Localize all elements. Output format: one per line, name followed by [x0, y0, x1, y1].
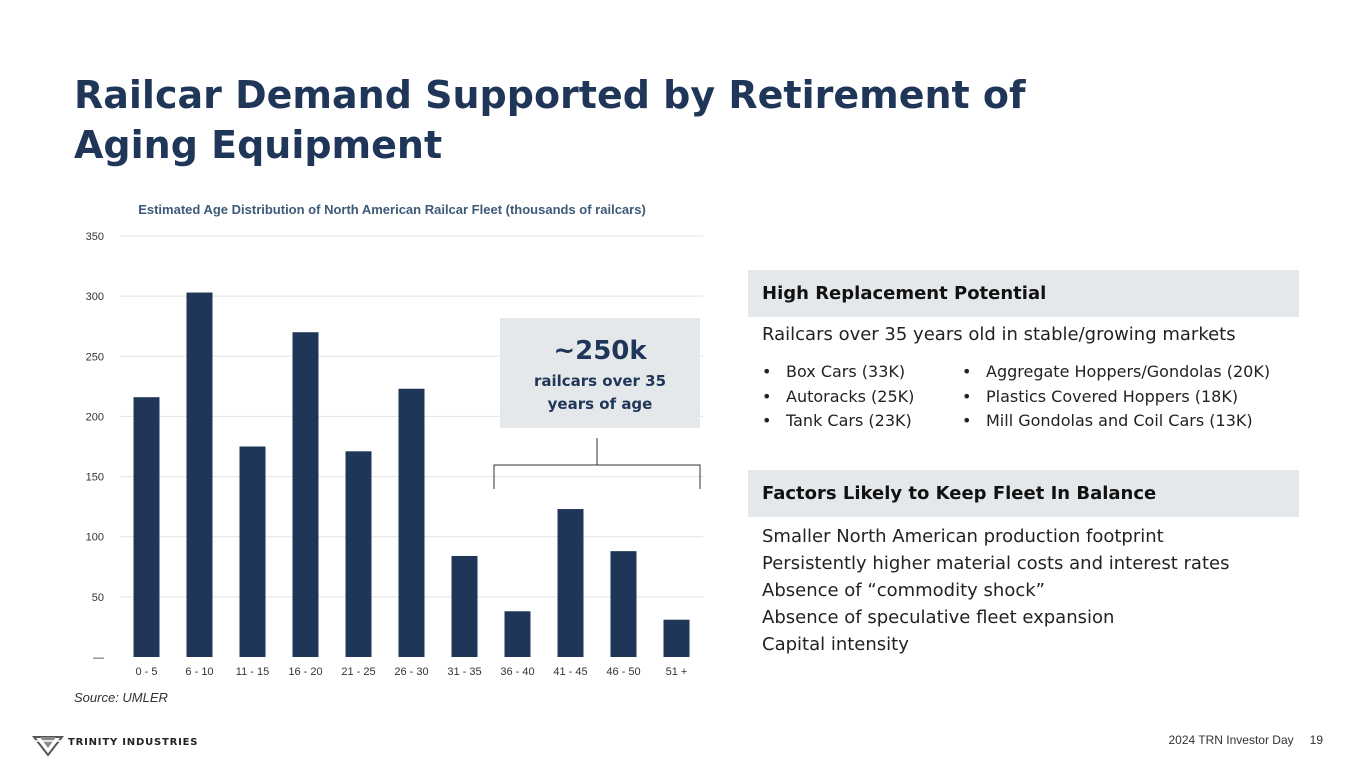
- trinity-logo-icon: [32, 736, 64, 757]
- list-item: Box Cars (33K): [762, 360, 914, 385]
- y-tick-label: 100: [86, 532, 104, 544]
- x-tick-label: 46 - 50: [606, 666, 640, 678]
- footer: 2024 TRN Investor Day 19: [1168, 733, 1323, 747]
- bar: [398, 388, 425, 657]
- chart-title: Estimated Age Distribution of North Amer…: [138, 202, 646, 217]
- bar: [186, 292, 213, 657]
- footer-event: 2024 TRN Investor Day: [1168, 733, 1294, 747]
- x-tick-label: 41 - 45: [553, 666, 587, 678]
- y-tick-label: 350: [86, 231, 104, 243]
- bar: [451, 555, 478, 657]
- y-tick-label: 150: [86, 472, 104, 484]
- list-item: Autoracks (25K): [762, 385, 914, 410]
- x-tick-label: 16 - 20: [288, 666, 322, 678]
- callout-label: railcars over 35 years of age: [500, 370, 700, 416]
- y-axis-ticks: — 50 100 150 200 250 300 350: [86, 231, 104, 664]
- high-replacement-subtitle: Railcars over 35 years old in stable/gro…: [762, 324, 1236, 345]
- x-tick-label: 11 - 15: [236, 666, 269, 678]
- x-tick-label: 0 - 5: [135, 666, 157, 678]
- list-item: Smaller North American production footpr…: [762, 526, 1164, 547]
- age-bracket: [493, 438, 701, 489]
- bar: [239, 446, 266, 657]
- y-tick-label: —: [93, 652, 104, 664]
- x-tick-label: 26 - 30: [394, 666, 428, 678]
- list-item: Mill Gondolas and Coil Cars (13K): [962, 409, 1270, 434]
- callout-box: ~250k railcars over 35 years of age: [500, 318, 700, 428]
- callout-label-text: railcars over 35 years of age: [533, 372, 667, 413]
- x-tick-label: 51 +: [666, 666, 688, 678]
- bar: [292, 332, 319, 657]
- source-note: Source: UMLER: [74, 690, 168, 705]
- page-title: Railcar Demand Supported by Retirement o…: [74, 73, 1026, 167]
- list-item: Capital intensity: [762, 634, 909, 655]
- high-replacement-header: High Replacement Potential: [748, 270, 1299, 317]
- list-item: Absence of speculative fleet expansion: [762, 607, 1115, 628]
- bar: [610, 551, 637, 657]
- page-number: 19: [1309, 733, 1323, 747]
- x-tick-label: 21 - 25: [341, 666, 375, 678]
- list-item: Persistently higher material costs and i…: [762, 553, 1230, 574]
- y-tick-label: 300: [86, 291, 104, 303]
- railcar-list-left: Box Cars (33K) Autoracks (25K) Tank Cars…: [762, 360, 914, 434]
- list-item: Tank Cars (23K): [762, 409, 914, 434]
- factors-list: Smaller North American production footpr…: [762, 523, 1229, 658]
- bar: [557, 509, 584, 657]
- x-tick-label: 31 - 35: [447, 666, 481, 678]
- y-tick-label: 50: [92, 592, 104, 604]
- x-tick-label: 6 - 10: [185, 666, 213, 678]
- list-item: Aggregate Hoppers/Gondolas (20K): [962, 360, 1270, 385]
- x-tick-label: 36 - 40: [500, 666, 534, 678]
- list-item: Absence of “commodity shock”: [762, 580, 1045, 601]
- bar: [345, 451, 372, 657]
- callout-value: ~250k: [553, 336, 647, 366]
- chart-bars: [133, 292, 690, 657]
- y-tick-label: 200: [86, 411, 104, 423]
- bar: [504, 611, 531, 657]
- bar: [663, 619, 690, 657]
- factors-header: Factors Likely to Keep Fleet In Balance: [748, 470, 1299, 517]
- logo-text: TRINITY INDUSTRIES: [68, 737, 199, 748]
- bar: [133, 397, 160, 657]
- y-tick-label: 250: [86, 351, 104, 363]
- x-axis-ticks: 0 - 5 6 - 10 11 - 15 16 - 20 21 - 25 26 - 30 3…: [135, 666, 687, 678]
- railcar-list-right: Aggregate Hoppers/Gondolas (20K) Plastic…: [962, 360, 1270, 434]
- list-item: Plastics Covered Hoppers (18K): [962, 385, 1270, 410]
